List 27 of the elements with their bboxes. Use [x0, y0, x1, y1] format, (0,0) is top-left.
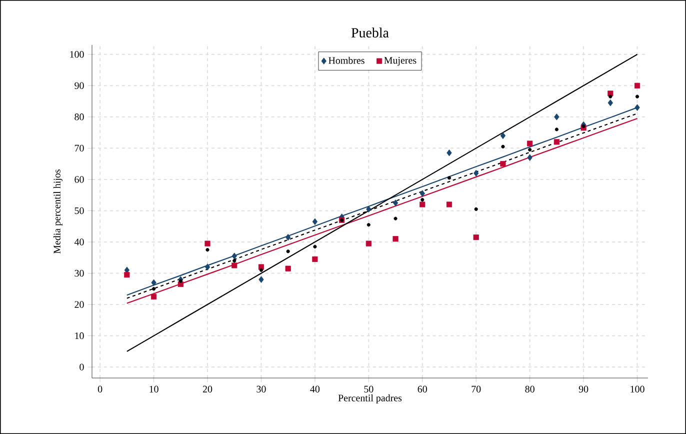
y-tick-label: 30	[74, 270, 84, 277]
y-tick-label: 20	[74, 301, 84, 308]
x-tick-label: 70	[472, 386, 481, 392]
legend-label: Mujeres	[384, 57, 416, 66]
y-tick-label: 80	[74, 114, 84, 120]
y-tick-label: 70	[74, 144, 84, 152]
x-tick-label: 0	[98, 386, 102, 392]
x-tick-label: 10	[150, 386, 158, 392]
y-tick-label: 100	[70, 51, 84, 58]
y-tick-label: 10	[75, 332, 84, 340]
x-tick-label: 30	[256, 386, 266, 392]
y-tick-label: 0	[80, 364, 84, 370]
legend-label: Hombres	[328, 56, 364, 64]
y-tick-label: 50	[74, 207, 84, 214]
x-tick-label: 100	[630, 386, 644, 392]
x-tick-label: 50	[364, 386, 374, 392]
x-axis-title: Percentil padres	[338, 394, 402, 404]
x-tick-label: 90	[578, 386, 588, 392]
x-tick-label: 60	[418, 386, 427, 392]
chart-title: Puebla	[351, 28, 389, 38]
x-tick-label: 40	[310, 386, 320, 392]
y-tick-label: 90	[74, 82, 84, 90]
y-tick-label: 40	[74, 238, 84, 246]
y-axis-title: Media percentil hijos	[53, 170, 62, 254]
x-tick-label: 20	[202, 386, 212, 392]
x-tick-label: 80	[525, 386, 534, 392]
y-tick-label: 60	[74, 176, 84, 183]
